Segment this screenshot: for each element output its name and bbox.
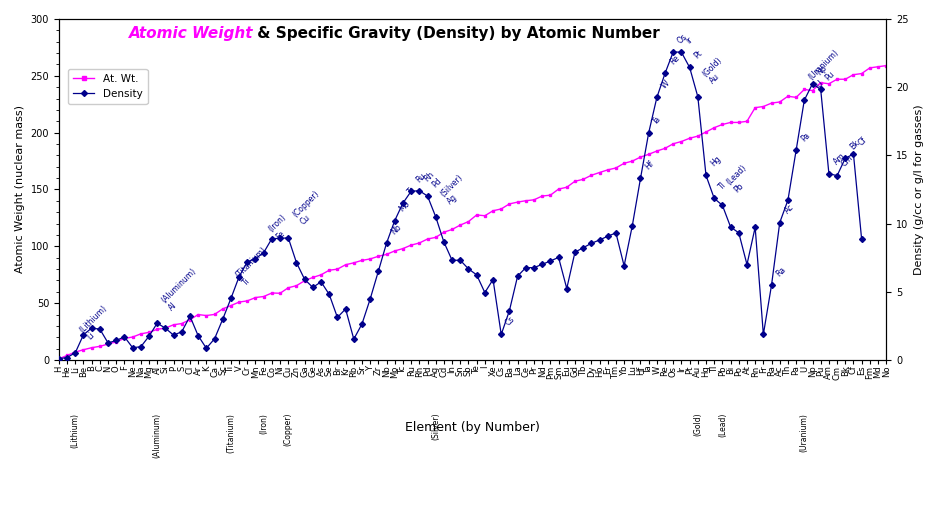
Text: Nb: Nb — [390, 222, 403, 236]
Text: Hf: Hf — [643, 159, 655, 172]
Text: Ru: Ru — [414, 171, 427, 185]
Text: (Silver): (Silver) — [431, 413, 440, 440]
Text: W: W — [659, 79, 671, 90]
Text: Re: Re — [668, 53, 681, 66]
Text: Cm: Cm — [839, 154, 855, 169]
Text: Bk: Bk — [848, 138, 861, 151]
Text: Tc: Tc — [406, 185, 417, 196]
Text: Tl: Tl — [717, 180, 729, 191]
Text: (Iron)
Fe: (Iron) Fe — [267, 213, 295, 242]
Text: Am: Am — [832, 151, 847, 167]
Text: Ra: Ra — [775, 265, 788, 278]
Text: Mo: Mo — [397, 199, 412, 214]
Text: (Aluminum)
Al: (Aluminum) Al — [160, 266, 206, 312]
Text: Rh: Rh — [423, 170, 436, 184]
Text: (Copper)
Cu: (Copper) Cu — [291, 189, 329, 227]
Legend: At. Wt., Density: At. Wt., Density — [69, 68, 147, 104]
Y-axis label: Atomic Weight (nuclear mass): Atomic Weight (nuclear mass) — [15, 105, 25, 273]
Y-axis label: Density (g/cc or g/l for gasses): Density (g/cc or g/l for gasses) — [914, 104, 924, 275]
Text: (Iron): (Iron) — [259, 413, 269, 434]
Text: (Titanium)
Ti: (Titanium) Ti — [234, 246, 276, 287]
Text: Os: Os — [676, 31, 689, 45]
Text: Pd: Pd — [430, 176, 443, 189]
Text: (Lithium)
Li: (Lithium) Li — [78, 303, 116, 342]
Text: (Lithium): (Lithium) — [70, 413, 80, 448]
Text: & Specific Gravity (Density) by Atomic Number: & Specific Gravity (Density) by Atomic N… — [252, 26, 659, 41]
Text: (Copper): (Copper) — [284, 413, 293, 446]
Text: (Titanium): (Titanium) — [226, 413, 236, 453]
Text: (Lead)
Pb: (Lead) Pb — [725, 163, 756, 194]
Text: Ac: Ac — [782, 203, 795, 216]
Text: Cs: Cs — [504, 315, 516, 327]
Text: Hg: Hg — [709, 155, 723, 169]
Text: Pt: Pt — [692, 49, 704, 61]
Text: (Silver)
Ag: (Silver) Ag — [439, 172, 471, 206]
Text: Cf: Cf — [856, 135, 869, 147]
X-axis label: Element (by Number): Element (by Number) — [405, 421, 540, 434]
Text: Ir: Ir — [685, 35, 695, 45]
Text: (Gold): (Gold) — [693, 413, 702, 436]
Text: (Uranium): (Uranium) — [800, 413, 808, 452]
Text: Atomic Weight: Atomic Weight — [130, 26, 254, 41]
Text: Pa: Pa — [799, 131, 811, 143]
Text: Np: Np — [815, 63, 829, 77]
Text: (Lead): (Lead) — [718, 413, 727, 437]
Text: Pu: Pu — [824, 69, 837, 82]
Text: (Aluminum): (Aluminum) — [153, 413, 162, 458]
Text: Ta: Ta — [652, 114, 664, 126]
Text: (Gold)
Au: (Gold) Au — [700, 55, 731, 86]
Text: (Uranium)
U: (Uranium) U — [808, 48, 848, 89]
